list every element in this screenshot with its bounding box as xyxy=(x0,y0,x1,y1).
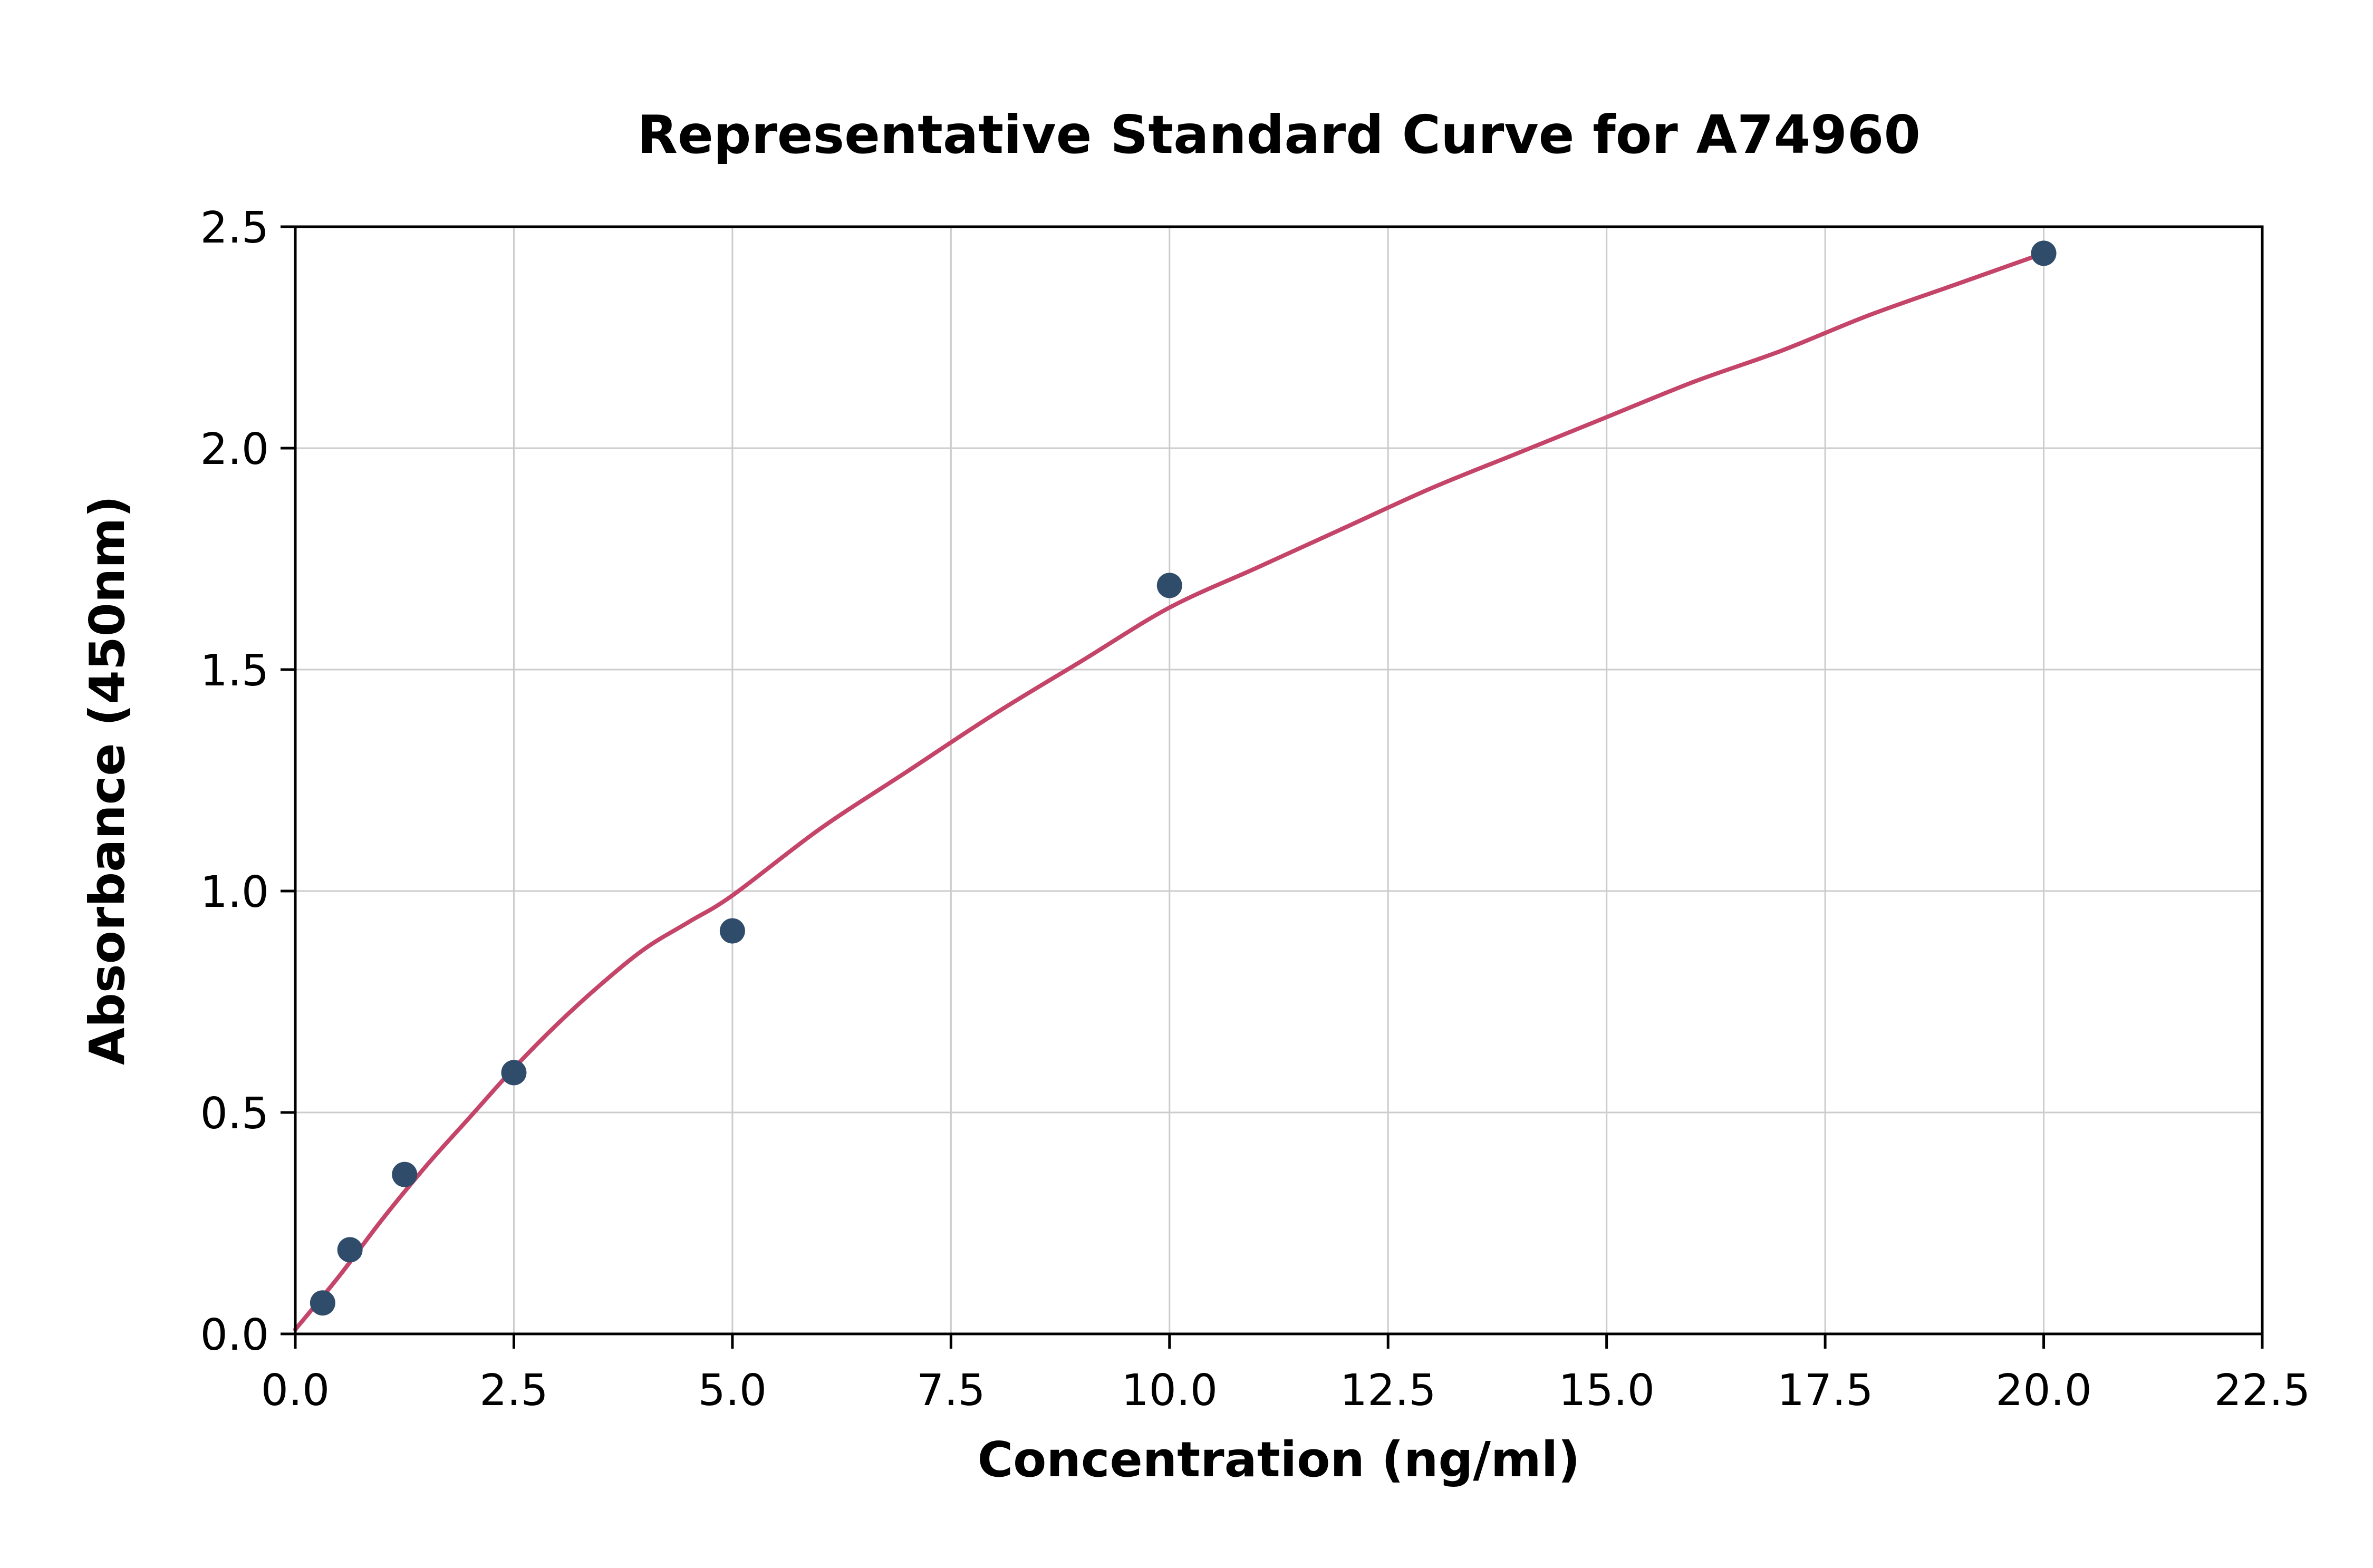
data-points xyxy=(310,240,2057,1316)
data-point xyxy=(392,1162,418,1187)
fit-curve-path xyxy=(293,251,2046,1332)
data-point xyxy=(501,1060,527,1086)
y-tick-label: 2.5 xyxy=(200,203,269,253)
y-tick-label: 0.0 xyxy=(200,1310,269,1360)
fit-curve xyxy=(293,251,2046,1332)
x-tick-label: 17.5 xyxy=(1777,1366,1874,1416)
chart-title: Representative Standard Curve for A74960 xyxy=(637,104,1921,166)
x-tick-label: 12.5 xyxy=(1340,1366,1436,1416)
x-tick-label: 22.5 xyxy=(2214,1366,2311,1416)
axis-ticks xyxy=(281,225,2264,1349)
y-tick-label: 1.0 xyxy=(200,867,269,917)
data-point xyxy=(310,1290,335,1316)
data-point xyxy=(2031,240,2057,266)
x-tick-label: 7.5 xyxy=(917,1366,985,1416)
x-tick-label: 2.5 xyxy=(479,1366,548,1416)
y-tick-label: 2.0 xyxy=(200,424,269,475)
x-tick-label: 20.0 xyxy=(1995,1366,2092,1416)
y-tick-label: 0.5 xyxy=(200,1089,269,1139)
x-axis-label: Concentration (ng/ml) xyxy=(978,1431,1580,1488)
x-tick-label: 10.0 xyxy=(1121,1366,1218,1416)
data-point xyxy=(337,1237,363,1263)
data-point xyxy=(1156,573,1182,598)
y-tick-label: 1.5 xyxy=(200,646,269,696)
y-axis-label: Absorbance (450nm) xyxy=(79,496,136,1065)
x-tick-label: 0.0 xyxy=(261,1366,330,1416)
x-tick-label: 5.0 xyxy=(698,1366,767,1416)
plot-border xyxy=(294,225,2264,1335)
x-tick-label: 15.0 xyxy=(1558,1366,1655,1416)
plot-frame xyxy=(294,225,2264,1335)
data-point xyxy=(719,918,745,944)
grid-lines xyxy=(294,226,2263,1335)
tick-labels: 0.0 2.5 5.0 7.5 10.0 12.5 15.0 17.5 20.0 22.5 0.0 0… xyxy=(200,203,2311,1416)
